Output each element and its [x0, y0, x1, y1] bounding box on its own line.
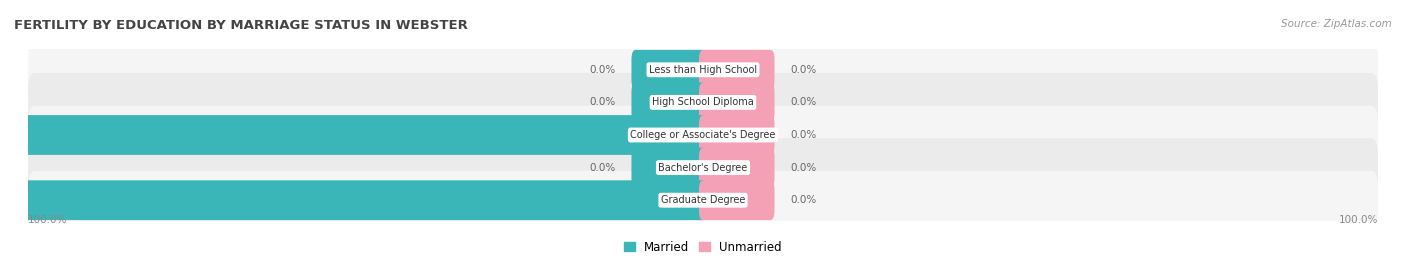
Text: Bachelor's Degree: Bachelor's Degree [658, 163, 748, 173]
Text: 0.0%: 0.0% [790, 163, 817, 173]
Text: FERTILITY BY EDUCATION BY MARRIAGE STATUS IN WEBSTER: FERTILITY BY EDUCATION BY MARRIAGE STATU… [14, 19, 468, 32]
FancyBboxPatch shape [699, 115, 775, 155]
FancyBboxPatch shape [28, 171, 1378, 230]
Text: 0.0%: 0.0% [790, 195, 817, 205]
FancyBboxPatch shape [28, 40, 1378, 99]
Text: 100.0%: 100.0% [1339, 215, 1378, 225]
FancyBboxPatch shape [28, 138, 1378, 197]
FancyBboxPatch shape [699, 83, 775, 122]
FancyBboxPatch shape [28, 106, 1378, 164]
Text: Graduate Degree: Graduate Degree [661, 195, 745, 205]
FancyBboxPatch shape [631, 50, 707, 90]
FancyBboxPatch shape [631, 83, 707, 122]
Legend: Married, Unmarried: Married, Unmarried [624, 241, 782, 254]
Text: College or Associate's Degree: College or Associate's Degree [630, 130, 776, 140]
FancyBboxPatch shape [699, 50, 775, 90]
Text: 0.0%: 0.0% [790, 65, 817, 75]
Text: 100.0%: 100.0% [28, 215, 67, 225]
Text: 0.0%: 0.0% [589, 163, 616, 173]
FancyBboxPatch shape [28, 73, 1378, 132]
FancyBboxPatch shape [631, 148, 707, 187]
Text: High School Diploma: High School Diploma [652, 97, 754, 107]
Text: 0.0%: 0.0% [589, 65, 616, 75]
Text: 0.0%: 0.0% [790, 130, 817, 140]
FancyBboxPatch shape [699, 180, 775, 220]
FancyBboxPatch shape [699, 148, 775, 187]
FancyBboxPatch shape [0, 115, 707, 155]
Text: Source: ZipAtlas.com: Source: ZipAtlas.com [1281, 19, 1392, 29]
Text: Less than High School: Less than High School [650, 65, 756, 75]
FancyBboxPatch shape [0, 180, 707, 220]
Text: 0.0%: 0.0% [790, 97, 817, 107]
Text: 0.0%: 0.0% [589, 97, 616, 107]
